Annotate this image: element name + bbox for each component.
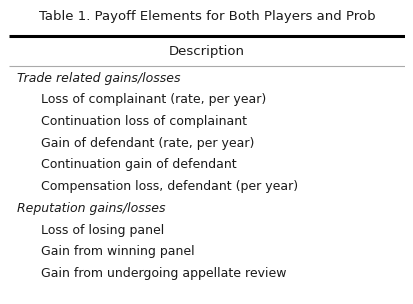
Text: Loss of complainant (rate, per year): Loss of complainant (rate, per year) xyxy=(41,93,266,106)
Text: Gain from winning panel: Gain from winning panel xyxy=(41,245,194,258)
Text: Continuation loss of complainant: Continuation loss of complainant xyxy=(41,115,246,128)
Text: Trade related gains/losses: Trade related gains/losses xyxy=(17,72,180,85)
Text: Gain from undergoing appellate review: Gain from undergoing appellate review xyxy=(41,267,286,280)
Text: Description: Description xyxy=(169,45,244,57)
Text: Table 1. Payoff Elements for Both Players and Prob: Table 1. Payoff Elements for Both Player… xyxy=(38,10,375,23)
Text: Reputation gains/losses: Reputation gains/losses xyxy=(17,202,165,215)
Text: Continuation gain of defendant: Continuation gain of defendant xyxy=(41,158,236,171)
Text: Compensation loss, defendant (per year): Compensation loss, defendant (per year) xyxy=(41,180,297,193)
Text: Loss of losing panel: Loss of losing panel xyxy=(41,223,164,237)
Text: Gain of defendant (rate, per year): Gain of defendant (rate, per year) xyxy=(41,137,254,150)
